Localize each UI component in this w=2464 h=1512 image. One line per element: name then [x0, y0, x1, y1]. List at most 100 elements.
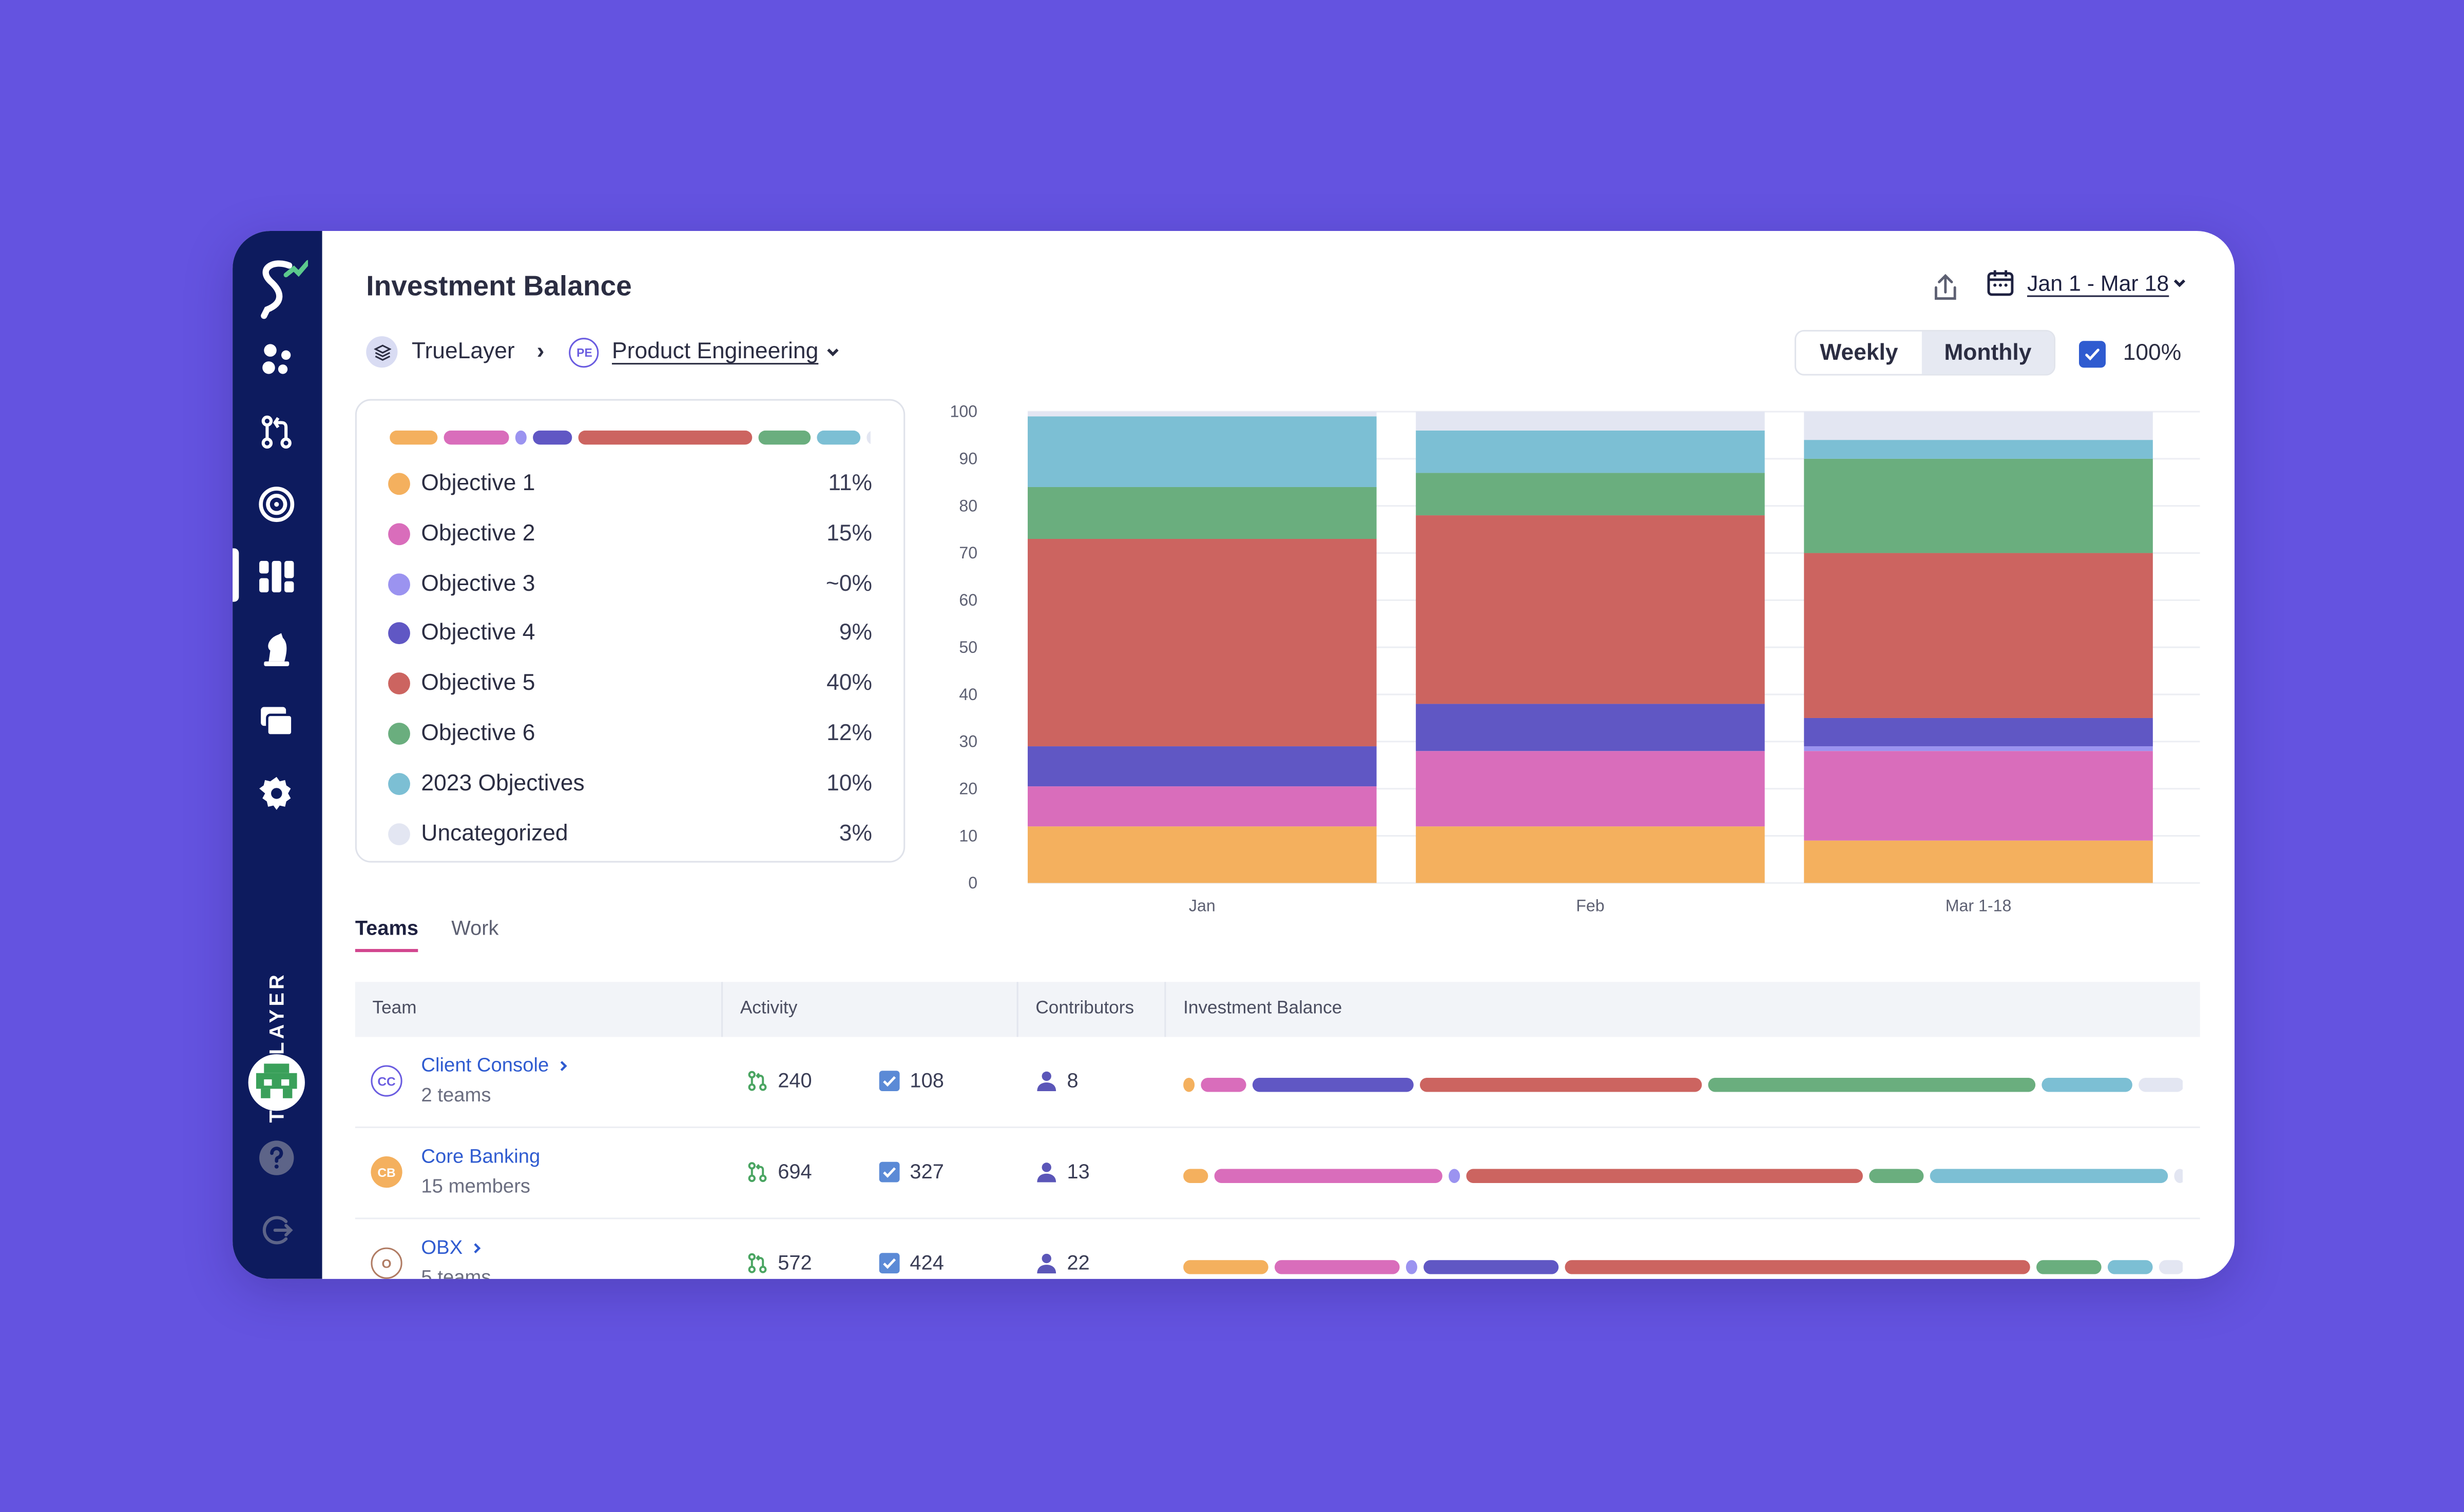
contributor-count: 13	[1035, 1159, 1090, 1183]
column-header-investment-balance[interactable]: Investment Balance	[1183, 999, 1342, 1018]
teams-table: Team Activity Contributors Investment Ba…	[355, 982, 2200, 1279]
objectives-legend: Objective 1 11% Objective 2 15% Objective 3 ~…	[355, 399, 906, 863]
user-avatar[interactable]	[248, 1054, 305, 1111]
checkbox-icon	[879, 1252, 900, 1273]
balance-segment	[2174, 1169, 2186, 1184]
target-icon[interactable]	[256, 484, 297, 525]
app-logo-icon[interactable]	[252, 256, 311, 319]
legend-percent: 11%	[828, 471, 872, 497]
dashboard-icon[interactable]	[256, 556, 297, 597]
weekly-button[interactable]: Weekly	[1820, 340, 1898, 365]
column-header-contributors[interactable]: Contributors	[1035, 999, 1134, 1018]
team-name-link[interactable]: OBX	[421, 1236, 485, 1258]
logout-icon[interactable]	[256, 1210, 297, 1251]
bar-segment[interactable]	[1804, 751, 2153, 841]
breadcrumb: TrueLayer › PE Product Engineering	[366, 336, 841, 368]
table-row[interactable]: O OBX 5 teams 572 424 22	[355, 1219, 2200, 1279]
balance-segment	[1565, 1260, 2030, 1274]
legend-swatch	[388, 822, 410, 845]
investment-balance-bar	[1183, 1073, 2184, 1092]
percent-checkbox[interactable]	[2078, 341, 2106, 368]
balance-segment	[2042, 1077, 2132, 1092]
tab-teams[interactable]: Teams	[355, 916, 418, 953]
bar-segment[interactable]	[1804, 458, 2153, 553]
team-name-link[interactable]: Core Banking	[421, 1146, 540, 1168]
bar-segment[interactable]	[1804, 840, 2153, 883]
legend-item[interactable]: Objective 6 12%	[388, 716, 872, 751]
y-tick-label: 70	[959, 544, 977, 562]
objectives-summary-bar	[390, 424, 880, 445]
legend-swatch	[388, 772, 410, 795]
column-header-activity[interactable]: Activity	[740, 999, 798, 1018]
legend-swatch	[388, 473, 410, 495]
bar-segment[interactable]	[1416, 515, 1765, 704]
help-icon[interactable]	[256, 1137, 297, 1178]
bar-segment[interactable]	[1416, 473, 1765, 516]
table-row[interactable]: CB Core Banking 15 members 694 327 13	[355, 1128, 2200, 1219]
balance-segment	[1420, 1077, 1702, 1092]
pull-request-icon[interactable]	[256, 412, 297, 453]
bar-segment[interactable]	[1804, 440, 2153, 459]
sidebar: TRUELAYER	[233, 230, 322, 1279]
breadcrumb-group[interactable]: Product Engineering	[612, 339, 819, 365]
chevron-down-icon[interactable]	[825, 344, 841, 360]
date-range-label: Jan 1 - Mar 18	[2027, 270, 2169, 296]
share-icon[interactable]	[1930, 272, 1961, 303]
breadcrumb-org[interactable]: TrueLayer	[412, 339, 515, 365]
chevron-right-icon	[561, 1060, 568, 1071]
column-header-team[interactable]: Team	[372, 999, 417, 1018]
bar-segment[interactable]	[1028, 746, 1377, 787]
calendar-icon	[1987, 270, 2014, 296]
pull-request-icon	[748, 1252, 767, 1273]
chevron-right-icon	[474, 1242, 482, 1253]
legend-percent: 10%	[826, 771, 872, 797]
bar-segment[interactable]	[1416, 704, 1765, 751]
y-tick-label: 40	[959, 685, 977, 704]
balance-segment	[2036, 1260, 2102, 1274]
cards-icon[interactable]	[256, 701, 297, 742]
bar-segment[interactable]	[1416, 751, 1765, 827]
bar-segment[interactable]	[1804, 553, 2153, 718]
bar-segment[interactable]	[1028, 416, 1377, 487]
monthly-button[interactable]: Monthly	[1921, 331, 2054, 374]
legend-item[interactable]: Uncategorized 3%	[388, 817, 872, 851]
bar-segment[interactable]	[1416, 826, 1765, 883]
investment-balance-bar	[1183, 1164, 2186, 1184]
legend-percent: 15%	[826, 521, 872, 547]
legend-item[interactable]: Objective 2 15%	[388, 517, 872, 551]
bar-segment[interactable]	[1028, 538, 1377, 747]
legend-swatch	[388, 723, 410, 745]
team-subtitle: 2 teams	[421, 1084, 491, 1107]
legend-label: Uncategorized	[421, 821, 568, 846]
y-tick-label: 80	[959, 496, 977, 515]
legend-item[interactable]: Objective 5 40%	[388, 667, 872, 701]
bar-segment[interactable]	[1804, 412, 2153, 440]
person-icon	[1037, 1253, 1056, 1273]
bar-segment[interactable]	[1028, 786, 1377, 827]
bar-segment[interactable]	[1416, 430, 1765, 473]
group-avatar: PE	[569, 337, 600, 367]
pull-request-count: 572	[746, 1251, 812, 1274]
bar-segment[interactable]	[1028, 412, 1377, 417]
bar-segment[interactable]	[1416, 412, 1765, 431]
tab-work[interactable]: Work	[451, 916, 499, 940]
bar-segment[interactable]	[1804, 718, 2153, 747]
bar-segment[interactable]	[1804, 746, 2153, 751]
legend-item[interactable]: Objective 1 11%	[388, 467, 872, 501]
chess-knight-icon[interactable]	[256, 628, 297, 669]
bar-segment[interactable]	[1028, 487, 1377, 539]
legend-item[interactable]: Objective 3 ~0%	[388, 567, 872, 601]
team-name-link[interactable]: Client Console	[421, 1054, 571, 1076]
legend-item[interactable]: Objective 4 9%	[388, 616, 872, 651]
balance-segment	[1423, 1260, 1559, 1274]
balance-segment	[1449, 1169, 1460, 1184]
y-tick-label: 30	[959, 732, 977, 751]
balance-segment	[1252, 1077, 1414, 1092]
date-range-picker[interactable]: Jan 1 - Mar 18	[1986, 268, 2188, 297]
team-icon[interactable]	[256, 339, 297, 380]
table-row[interactable]: CC Client Console 2 teams 240 108 8	[355, 1037, 2200, 1128]
settings-icon[interactable]	[256, 773, 297, 814]
bar-segment[interactable]	[1028, 826, 1377, 883]
percent-label: 100%	[2123, 341, 2182, 366]
legend-item[interactable]: 2023 Objectives 10%	[388, 766, 872, 801]
